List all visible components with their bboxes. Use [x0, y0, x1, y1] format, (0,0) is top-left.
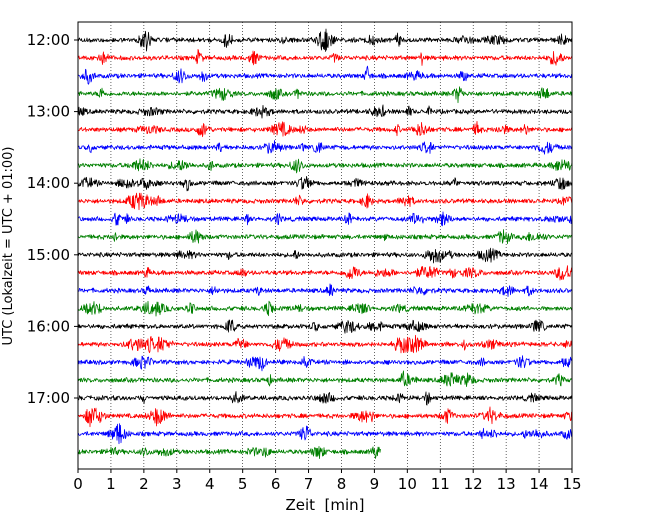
trace-1545: [77, 300, 573, 317]
trace-1745: [77, 446, 381, 459]
trace-1430: [77, 211, 573, 227]
trace-1415: [77, 192, 573, 211]
x-tick-label-14: 14: [530, 475, 549, 493]
trace-1500: [77, 247, 573, 264]
trace-1245: [77, 86, 573, 104]
trace-1615: [77, 334, 573, 354]
x-tick-label-1: 1: [106, 475, 116, 493]
x-tick-label-11: 11: [431, 475, 450, 493]
x-axis-ticks: 0 1 2 3 4 5 6 7 8 9 10 11 12 13 14 15: [73, 469, 582, 493]
y-tick-label-1: 13:00: [27, 103, 70, 121]
grid-lines: [110, 22, 540, 469]
trace-1345: [77, 158, 573, 174]
trace-1700: [77, 391, 573, 406]
trace-1445: [77, 229, 573, 245]
x-tick-label-0: 0: [73, 475, 83, 493]
x-axis-label: Zeit [min]: [285, 496, 364, 514]
x-tick-label-15: 15: [562, 475, 581, 493]
trace-1715: [77, 406, 573, 428]
trace-1230: [77, 65, 573, 85]
x-tick-label-9: 9: [370, 475, 380, 493]
y-tick-label-3: 15:00: [27, 246, 70, 264]
trace-1315: [77, 121, 573, 138]
trace-1645: [77, 370, 573, 387]
trace-1515: [77, 265, 573, 281]
x-tick-label-2: 2: [139, 475, 149, 493]
trace-1600: [77, 319, 573, 334]
y-tick-label-4: 16:00: [27, 317, 70, 335]
trace-1730: [77, 423, 573, 445]
x-tick-label-7: 7: [304, 475, 314, 493]
trace-1215: [77, 48, 573, 66]
x-tick-label-3: 3: [172, 475, 182, 493]
y-axis-ticks: 12:00 13:00 14:00 15:00 16:00 17:00: [27, 31, 78, 407]
trace-1300: [77, 104, 573, 119]
trace-1400: [77, 175, 573, 192]
plot-frame: [77, 21, 573, 470]
seismogram-traces: [77, 28, 573, 459]
x-tick-label-4: 4: [205, 475, 215, 493]
y-tick-label-0: 12:00: [27, 31, 70, 49]
x-tick-label-8: 8: [337, 475, 347, 493]
trace-1630: [77, 355, 573, 372]
trace-1330: [77, 140, 573, 155]
x-tick-label-5: 5: [238, 475, 248, 493]
trace-1530: [77, 283, 573, 297]
y-tick-label-2: 14:00: [27, 174, 70, 192]
x-tick-label-6: 6: [271, 475, 281, 493]
trace-1200: [77, 28, 573, 52]
y-tick-label-5: 17:00: [27, 389, 70, 407]
x-tick-label-13: 13: [497, 475, 516, 493]
x-tick-label-10: 10: [398, 475, 417, 493]
x-tick-label-12: 12: [464, 475, 483, 493]
y-axis-label: UTC (Lokalzeit = UTC + 01:00): [1, 147, 16, 346]
